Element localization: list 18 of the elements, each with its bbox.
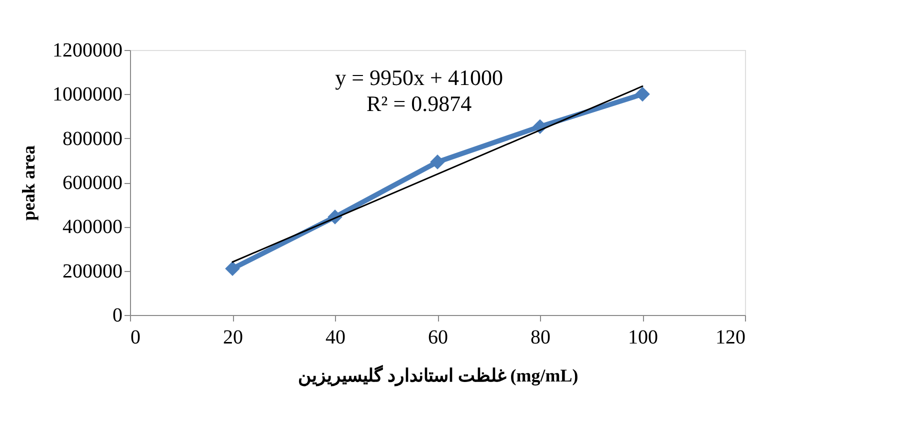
y-tick-label: 600000: [62, 172, 122, 194]
x-tick-label: 60: [428, 326, 448, 348]
y-tick-label: 400000: [62, 216, 122, 238]
x-axis-title: غلظت استاندارد گلیسیریزین (mg/mL): [298, 364, 578, 386]
annotation: y = 9950x + 41000: [335, 65, 503, 90]
x-tick-label: 100: [628, 326, 658, 348]
x-tick-label: 40: [326, 326, 346, 348]
y-tick-label: 200000: [62, 260, 122, 282]
y-tick-label: 1200000: [52, 40, 122, 62]
y-axis-title: peak area: [18, 145, 38, 221]
x-tick-label: 120: [716, 326, 746, 348]
x-tick-label: 20: [223, 326, 243, 348]
x-tick-label: 0: [130, 326, 140, 348]
x-tick-label: 80: [530, 326, 550, 348]
y-tick-label: 800000: [62, 128, 122, 150]
y-tick-label: 1000000: [52, 84, 122, 106]
annotation: R² = 0.9874: [366, 91, 472, 116]
y-tick-label: 0: [112, 304, 122, 326]
